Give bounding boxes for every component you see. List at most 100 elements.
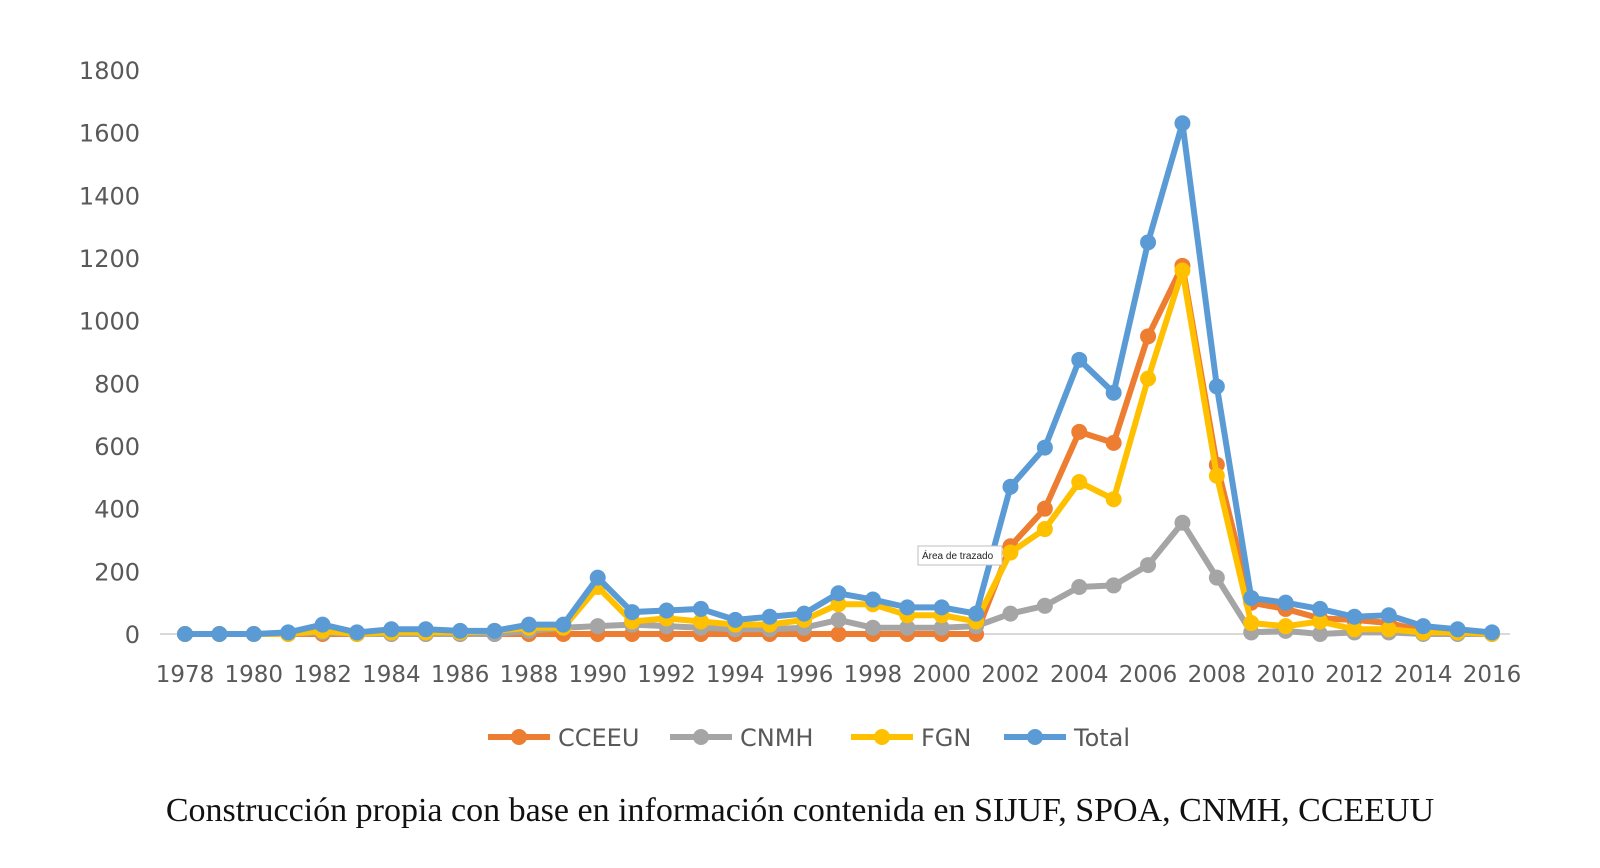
data-point-total [864,591,881,608]
series-layer [177,115,1500,642]
data-point-total [520,616,537,633]
data-point-cnmh [1002,605,1019,622]
data-point-cnmh [1105,577,1122,594]
data-point-total [1312,600,1329,617]
y-tick-label: 1800 [79,57,140,85]
data-point-total [1208,378,1225,395]
data-point-fgn [1346,621,1363,638]
data-point-cceeu [1036,500,1053,517]
x-tick-label: 2000 [912,662,971,688]
x-tick-label: 1990 [568,662,627,688]
data-point-fgn [1380,621,1397,638]
data-point-cceeu [1140,328,1157,345]
data-point-total [796,605,813,622]
x-tick-label: 2010 [1256,662,1315,688]
series-fgn [177,262,1500,642]
data-point-total [1415,618,1432,635]
data-point-fgn [1208,467,1225,484]
x-tick-label: 2012 [1325,662,1384,688]
data-point-fgn [1071,474,1088,491]
legend-item-cnmh: CNMH [670,724,813,752]
data-point-total [624,604,641,621]
series-line-cceeu [182,262,1495,637]
x-tick-label: 1988 [500,662,559,688]
tooltip-text: Área de trazado [922,549,994,562]
legend-item-fgn: FGN [851,724,971,752]
data-point-total [1243,589,1260,606]
x-tick-label: 2006 [1119,662,1178,688]
x-tick-label: 1984 [362,662,421,688]
data-point-cnmh [1071,579,1088,595]
data-point-total [348,624,365,641]
x-tick-label: 2004 [1050,662,1109,688]
data-point-cceeu [830,626,847,642]
figure-caption: Construcción propia con base en informac… [165,792,1435,829]
data-point-total [589,569,606,586]
y-tick-label: 1600 [79,120,140,148]
data-point-total [968,605,985,622]
y-tick-label: 600 [94,433,140,461]
data-point-fgn [692,613,709,630]
data-point-total [486,622,503,639]
y-axis-ticks: 0 200 400 600 800 1000 1200 1400 1600 1800 [79,57,140,649]
legend-label: Total [1073,724,1130,752]
x-tick-label: 1998 [844,662,903,688]
series-line-total [182,120,1495,637]
x-tick-label: 1994 [706,662,765,688]
data-point-fgn [1277,618,1294,635]
data-point-cnmh [899,619,916,636]
data-point-cnmh [589,618,606,635]
data-point-total [1380,607,1397,624]
plot-area-tooltip: Área de trazado [917,545,1003,566]
y-tick-label: 400 [94,496,140,524]
data-point-cnmh [1174,514,1191,531]
data-point-total [245,626,262,642]
data-point-fgn [1243,615,1260,632]
data-point-total [1105,384,1122,401]
series-line-fgn [182,267,1495,637]
data-point-fgn [1174,262,1191,279]
data-point-total [1346,608,1363,625]
data-point-cnmh [1208,569,1225,586]
x-tick-label: 2002 [981,662,1040,688]
x-axis-ticks: 1978 1980 1982 1984 1986 1988 1990 1992 1994 1996… [156,662,1522,688]
data-point-total [1071,351,1088,368]
data-point-total [1449,621,1466,638]
x-tick-label: 1996 [775,662,834,688]
legend-item-cceeu: CCEEU [488,724,639,752]
y-tick-label: 1400 [79,182,140,210]
data-point-total [899,599,916,616]
y-tick-label: 800 [94,370,140,398]
legend-item-total: Total [1004,724,1130,752]
legend: CCEEU CNMH FGN Total [488,724,1130,752]
data-point-cnmh [830,611,847,628]
data-point-total [1174,115,1191,132]
x-tick-label: 1978 [156,662,215,688]
x-tick-label: 2016 [1463,662,1522,688]
data-point-fgn [1002,544,1019,561]
legend-label: FGN [921,724,971,752]
data-point-total [211,626,228,642]
data-point-total [314,616,331,633]
data-point-total [830,585,847,602]
x-tick-label: 2014 [1394,662,1453,688]
x-tick-label: 1980 [225,662,284,688]
data-point-total [1277,594,1294,611]
data-point-cceeu [1071,423,1088,440]
data-point-total [1484,624,1500,641]
data-point-total [555,616,572,633]
data-point-total [727,611,744,628]
data-point-fgn [1105,491,1122,508]
data-point-fgn [830,596,847,613]
data-point-fgn [1312,613,1329,630]
data-point-total [280,624,297,641]
data-point-cnmh [1140,557,1157,574]
y-tick-label: 1200 [79,245,140,273]
data-point-total [417,621,434,638]
series-cceeu [177,257,1500,642]
legend-label: CCEEU [558,724,639,752]
data-point-total [1036,439,1053,456]
data-point-total [177,626,193,642]
data-point-cnmh [864,619,881,636]
